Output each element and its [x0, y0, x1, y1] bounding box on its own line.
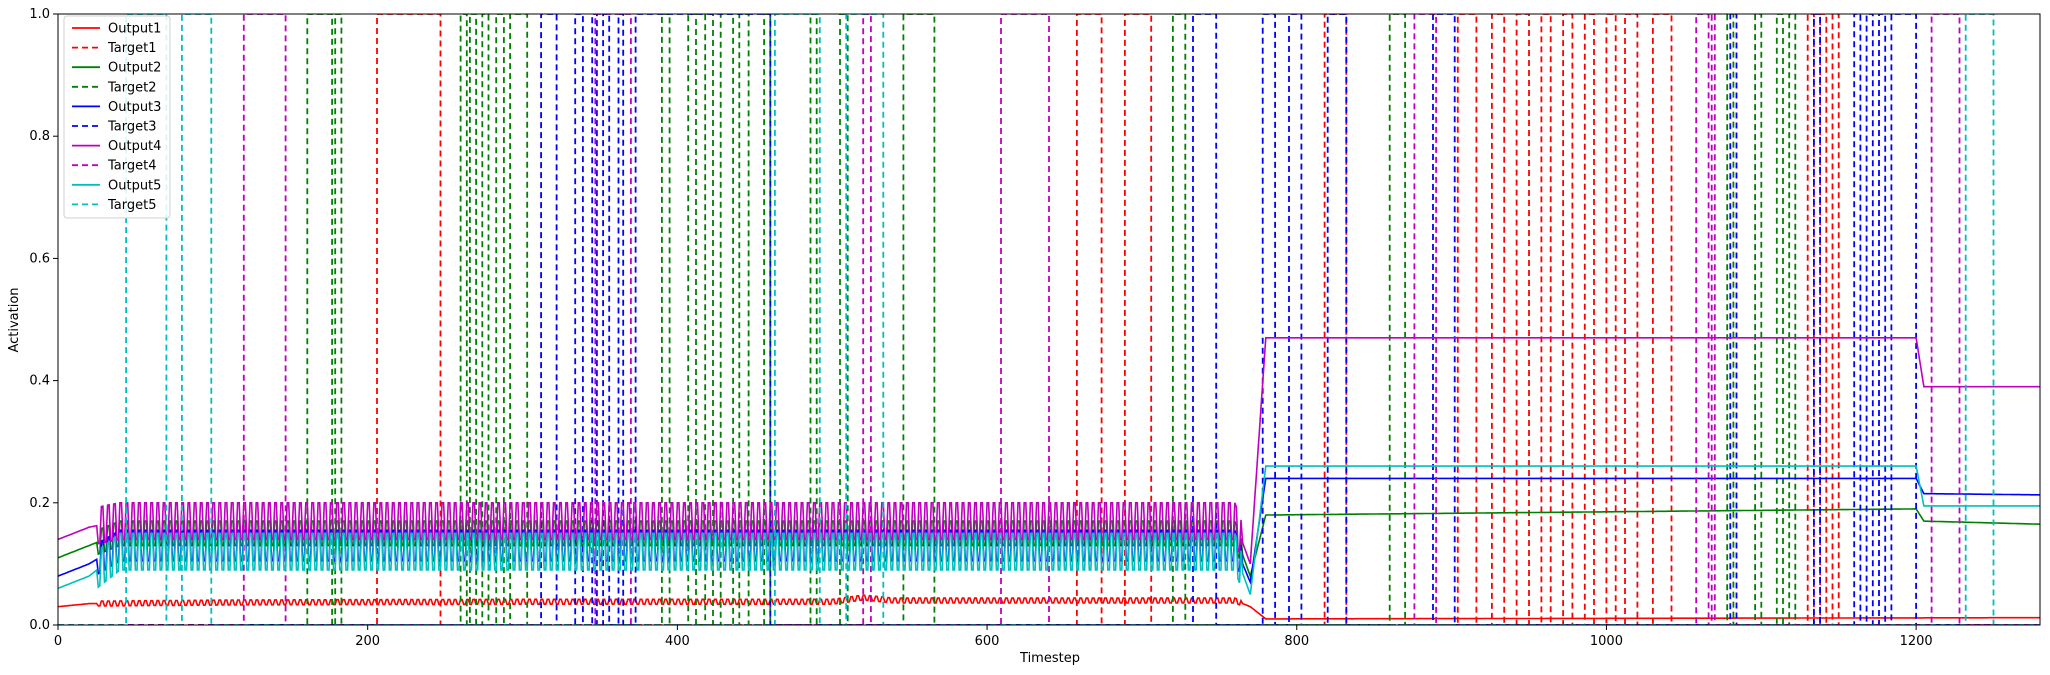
- x-tick-label: 1200: [1900, 634, 1933, 649]
- series-target4-line: [58, 14, 2040, 625]
- y-tick-label: 0.6: [29, 251, 50, 266]
- legend-label-output5: Output5: [108, 178, 161, 193]
- x-tick-label: 400: [665, 634, 690, 649]
- y-tick-label: 0.2: [29, 496, 50, 511]
- y-tick-label: 0.4: [29, 374, 50, 389]
- x-tick-label: 200: [355, 634, 380, 649]
- legend-label-output1: Output1: [108, 22, 161, 37]
- legend-label-output4: Output4: [108, 139, 161, 154]
- legend-label-output3: Output3: [108, 100, 161, 115]
- series-output5-line: [58, 465, 2040, 595]
- plot-area: [58, 14, 2040, 625]
- x-tick-label: 600: [975, 634, 1000, 649]
- series-output4-line: [58, 337, 2040, 565]
- legend-label-target2: Target2: [107, 80, 157, 95]
- y-tick-label: 0.8: [29, 129, 50, 144]
- x-tick-label: 0: [54, 634, 62, 649]
- legend-label-target5: Target5: [107, 198, 157, 213]
- y-tick-label: 0.0: [29, 618, 50, 633]
- axes: 0 200 400 600 800 1000 1200 0.0 0.2 0.4 0.6 0.8 1.0: [29, 7, 2041, 649]
- y-tick-label: 1.0: [29, 7, 50, 22]
- series-target5-line: [58, 14, 2040, 625]
- plot-frame: [57, 13, 2041, 626]
- legend-label-target3: Target3: [107, 120, 157, 135]
- x-tick-label: 1000: [1590, 634, 1623, 649]
- legend-label-target1: Target1: [107, 41, 157, 56]
- series-target3-line: [58, 14, 2040, 625]
- legend-label-output2: Output2: [108, 61, 161, 76]
- y-axis-label: Activation: [7, 287, 22, 352]
- legend: Output1 Target1 Output2 Target2 Output3 Targe…: [63, 15, 171, 219]
- legend-label-target4: Target4: [107, 159, 157, 174]
- x-tick-label: 800: [1284, 634, 1309, 649]
- x-axis-label: Timestep: [1019, 651, 1080, 666]
